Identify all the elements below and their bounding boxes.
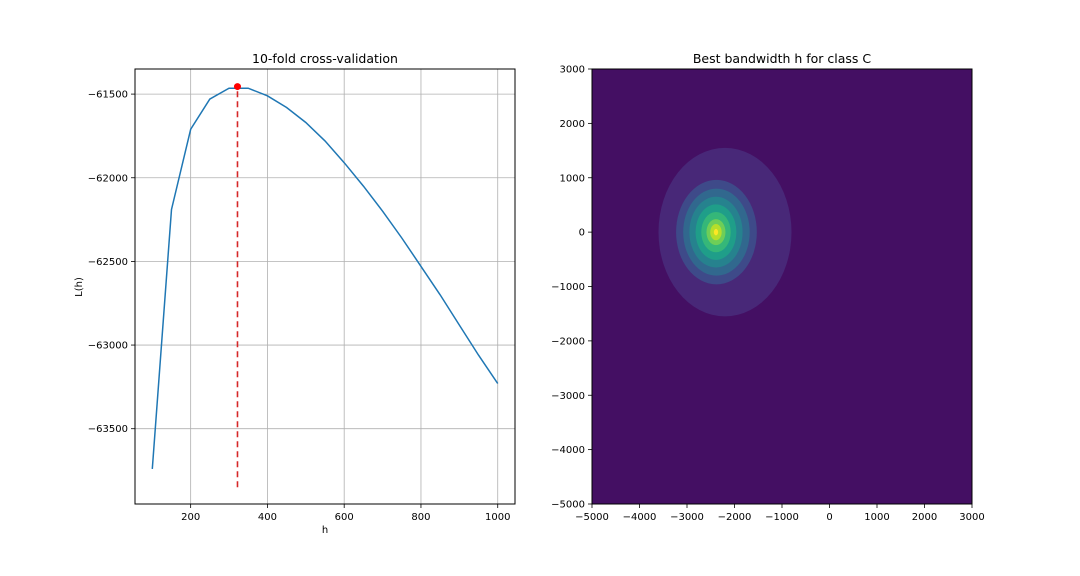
best-point (233, 83, 241, 91)
x-tick-label: −5000 (575, 512, 609, 523)
x-tick-label: 200 (181, 512, 200, 523)
x-tick-label: 800 (411, 512, 430, 523)
y-tick-label: −62000 (88, 173, 128, 184)
y-ticks: 3000 2000 1000 0 −1000 −2000 −3000 −4000 −5000 (551, 65, 592, 511)
best-marker-group (233, 83, 241, 488)
x-tick-label: 1000 (864, 512, 889, 523)
x-ticks: −5000 −4000 −3000 −2000 −1000 0 1000 2000 3000 (575, 504, 985, 523)
cv-curve (151, 87, 499, 469)
kde-chart: Best bandwidth h for class C −5000 −4000−… (551, 51, 985, 523)
x-tick-label: 400 (258, 512, 277, 523)
cv-chart: 10-fold cross-validation 200 400 600 800 100… (74, 51, 516, 536)
grid (135, 69, 515, 504)
y-tick-label: −63000 (88, 341, 128, 352)
x-tick-label: −3000 (670, 512, 704, 523)
contour-level-9 (713, 228, 719, 236)
axes-frame (134, 68, 516, 505)
x-ticks: 200 400 600 800 1000 (181, 504, 510, 523)
y-tick-label: 1000 (560, 173, 585, 184)
y-tick-label: −1000 (551, 282, 585, 293)
y-tick-label: −63500 (88, 424, 128, 435)
y-tick-label: 2000 (560, 119, 585, 130)
y-tick-label: −61500 (88, 90, 128, 101)
x-tick-label: 600 (335, 512, 354, 523)
y-axis-label: L(h) (74, 277, 85, 297)
x-tick-label: −4000 (623, 512, 657, 523)
x-tick-label: 2000 (912, 512, 937, 523)
contour-fill (658, 147, 792, 317)
y-tick-label: −62500 (88, 257, 128, 268)
x-tick-label: −2000 (718, 512, 752, 523)
plot-background (592, 69, 972, 504)
x-tick-label: 0 (826, 512, 832, 523)
y-tick-label: 3000 (560, 65, 585, 76)
series-line (151, 87, 499, 469)
y-tick-label: −3000 (551, 391, 585, 402)
x-tick-label: 3000 (959, 512, 984, 523)
x-tick-label: −1000 (765, 512, 799, 523)
y-tick-label: −4000 (551, 445, 585, 456)
x-tick-label: 1000 (485, 512, 510, 523)
y-tick-label: −2000 (551, 336, 585, 347)
chart-title: 10-fold cross-validation (252, 51, 398, 66)
chart-title: Best bandwidth h for class C (693, 51, 872, 66)
y-tick-label: −5000 (551, 500, 585, 511)
y-tick-label: 0 (579, 228, 585, 239)
x-axis-label: h (322, 525, 328, 536)
y-ticks: −61500 −62000 −62500 −63000 −63500 (88, 90, 135, 435)
